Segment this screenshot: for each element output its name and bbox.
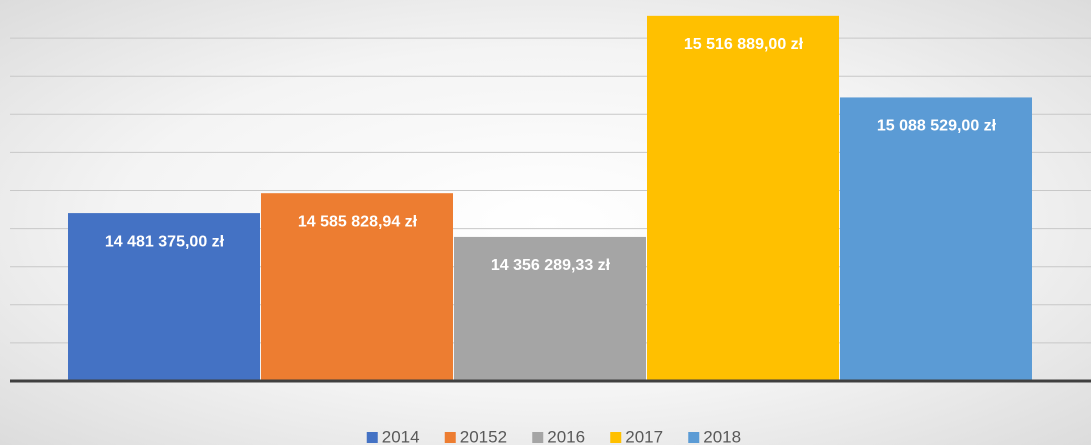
legend-label: 2018 xyxy=(703,427,741,445)
data-label: 15 088 529,00 zł xyxy=(877,118,997,135)
data-label: 14 356 289,33 zł xyxy=(491,257,611,274)
legend-swatch xyxy=(688,432,700,443)
bar xyxy=(68,213,260,381)
bar xyxy=(261,193,453,381)
data-label: 15 516 889,00 zł xyxy=(684,36,804,53)
legend-label: 2014 xyxy=(382,427,420,445)
bar xyxy=(840,97,1032,381)
legend-swatch xyxy=(610,432,622,443)
bar xyxy=(647,15,839,382)
legend-swatch xyxy=(444,432,456,443)
legend-label: 2016 xyxy=(547,427,585,445)
data-label: 14 585 828,94 zł xyxy=(298,213,418,230)
legend-label: 20152 xyxy=(460,427,507,445)
legend-swatch xyxy=(366,432,378,443)
bar xyxy=(454,236,646,381)
legend-swatch xyxy=(532,432,544,443)
legend-label: 2017 xyxy=(625,427,663,445)
data-label: 14 481 375,00 zł xyxy=(105,233,225,250)
